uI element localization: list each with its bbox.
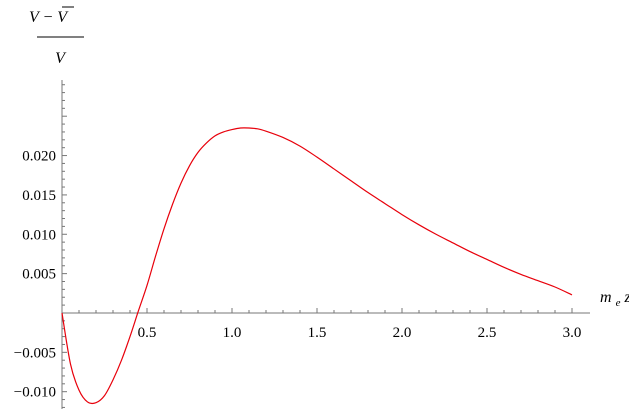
x-tick-labels: 0.5 1.0 1.5 2.0 2.5 3.0 (138, 325, 582, 341)
y-tick-label: 0.010 (22, 227, 56, 243)
y-axis-label-denominator: V (55, 50, 67, 67)
x-axis-label-suffix: z (623, 289, 629, 306)
major-ticks (62, 115, 573, 393)
series-line (61, 127, 573, 405)
x-tick-label: 1.5 (308, 325, 327, 341)
x-axis-label-subscript: e (616, 297, 621, 309)
x-tick-label: 2.5 (478, 325, 497, 341)
minor-ticks (62, 84, 556, 408)
y-tick-label: −0.005 (14, 345, 56, 361)
x-axis-label: m e z (600, 289, 629, 310)
y-tick-label: 0.005 (22, 267, 56, 283)
x-axis-label-main: m (600, 289, 612, 306)
y-axis-label: V − V V (29, 6, 84, 67)
y-axis-label-numerator: V − V (29, 9, 69, 26)
y-tick-label: 0.020 (22, 149, 56, 165)
x-tick-label: 3.0 (563, 325, 582, 341)
y-tick-label: −0.010 (14, 385, 56, 401)
y-tick-label: 0.015 (22, 188, 56, 204)
y-tick-labels: −0.010 −0.005 0.005 0.010 0.015 0.020 (14, 149, 56, 401)
x-tick-label: 2.0 (393, 325, 412, 341)
x-tick-label: 0.5 (138, 325, 157, 341)
x-tick-label: 1.0 (223, 325, 242, 341)
